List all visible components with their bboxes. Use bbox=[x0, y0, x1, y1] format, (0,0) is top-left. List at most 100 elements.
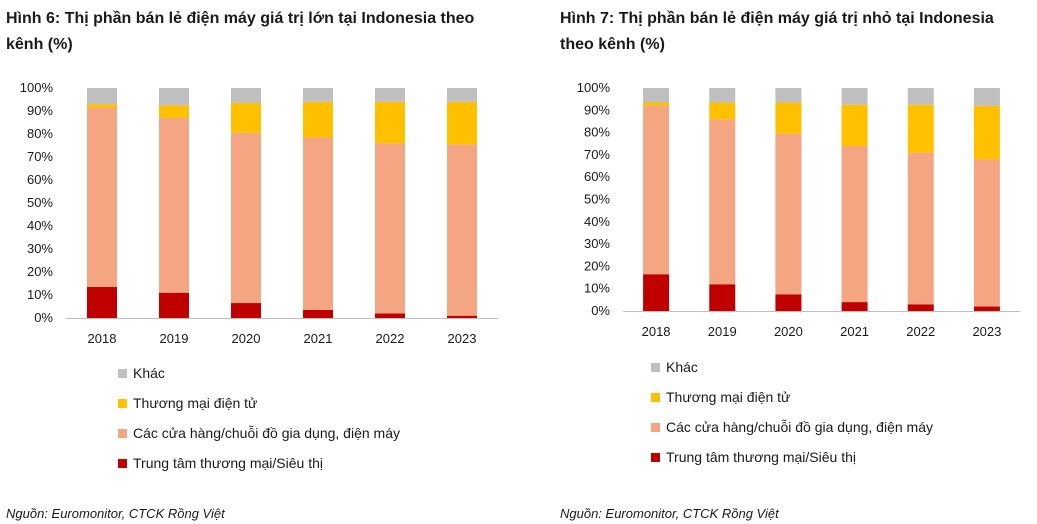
bar-segment bbox=[159, 88, 189, 106]
bar-segment bbox=[303, 101, 333, 138]
legend-label: Khác bbox=[133, 365, 165, 381]
chart-title: Hình 7: Thị phần bán lẻ điện máy giá trị… bbox=[560, 10, 994, 53]
legend-label: Thương mại điện tử bbox=[666, 389, 791, 405]
y-tick-label: 70% bbox=[584, 147, 610, 162]
source-note: Nguồn: Euromonitor, CTCK Rồng Việt bbox=[560, 506, 779, 521]
legend-swatch bbox=[118, 368, 127, 378]
y-tick-label: 20% bbox=[584, 258, 610, 273]
bar-segment bbox=[87, 107, 117, 287]
bar-segment bbox=[375, 143, 405, 314]
y-tick-label: 100% bbox=[20, 80, 54, 95]
stacked-bar-chart: 0% 10% 20% 30% 40% 50% 60% 70% 80% 90% 100% 2018 201… bbox=[577, 80, 1020, 339]
bar-segment bbox=[643, 88, 670, 103]
y-tick-label: 80% bbox=[27, 126, 53, 141]
legend-swatch bbox=[118, 398, 127, 408]
y-tick-label: 90% bbox=[27, 103, 53, 118]
legend-item: Thương mại điện tử bbox=[118, 388, 400, 418]
y-tick-label: 70% bbox=[27, 149, 53, 164]
x-tick-label: 2018 bbox=[88, 331, 117, 346]
bar-segment bbox=[159, 117, 189, 293]
bar-segment bbox=[447, 315, 477, 318]
legend-label: Trung tâm thương mại/Siêu thị bbox=[133, 455, 324, 471]
y-tick-label: 60% bbox=[584, 169, 610, 184]
bar-segment bbox=[303, 88, 333, 102]
x-tick-label: 2019 bbox=[708, 324, 737, 339]
source-note: Nguồn: Euromonitor, CTCK Rồng Việt bbox=[6, 506, 225, 521]
legend-swatch bbox=[651, 362, 660, 372]
legend-swatch bbox=[118, 428, 127, 438]
bar-segment bbox=[87, 286, 117, 318]
bar-segment bbox=[973, 88, 1000, 106]
chart-panel-2: Hình 7: Thị phần bán lẻ điện máy giá trị… bbox=[557, 0, 1037, 524]
bar-segment bbox=[87, 104, 117, 108]
legend-label: Trung tâm thương mại/Siêu thị bbox=[666, 449, 857, 465]
bar-segment bbox=[841, 104, 868, 146]
legend-label: Các cửa hàng/chuỗi đồ gia dụng, điện máy bbox=[133, 425, 400, 441]
bar-segment bbox=[907, 152, 934, 305]
bar-segment bbox=[973, 105, 1000, 160]
y-tick-label: 20% bbox=[27, 264, 53, 279]
bar-segment bbox=[907, 88, 934, 105]
y-tick-label: 40% bbox=[27, 218, 53, 233]
bar-segment bbox=[303, 309, 333, 318]
bar-segment bbox=[303, 137, 333, 310]
bar-segment bbox=[447, 88, 477, 102]
bar-segment bbox=[709, 88, 736, 103]
chart-panel-1: Hình 6: Thị phần bán lẻ điện máy giá trị… bbox=[6, 10, 498, 521]
y-tick-label: 60% bbox=[27, 172, 53, 187]
legend-item: Các cửa hàng/chuỗi đồ gia dụng, điện máy bbox=[118, 418, 400, 448]
legend-label: Khác bbox=[666, 359, 698, 375]
bar-segment bbox=[159, 105, 189, 118]
bar-segment bbox=[775, 88, 802, 103]
y-tick-label: 50% bbox=[27, 195, 53, 210]
legend-label: Các cửa hàng/chuỗi đồ gia dụng, điện máy bbox=[666, 419, 933, 435]
bar-segment bbox=[709, 102, 736, 120]
x-tick-label: 2023 bbox=[448, 331, 477, 346]
bar-segment bbox=[643, 105, 670, 275]
bar-segment bbox=[375, 313, 405, 318]
bar-segment bbox=[231, 102, 261, 133]
legend-item: Khác bbox=[651, 352, 933, 382]
bar-segment bbox=[775, 133, 802, 295]
bar-segment bbox=[643, 102, 670, 106]
chart-title: Hình 6: Thị phần bán lẻ điện máy giá trị… bbox=[6, 10, 475, 53]
x-tick-label: 2022 bbox=[906, 324, 935, 339]
bar-segment bbox=[375, 101, 405, 144]
bar-segment bbox=[447, 101, 477, 145]
x-tick-label: 2020 bbox=[774, 324, 803, 339]
x-tick-label: 2020 bbox=[232, 331, 261, 346]
legend-swatch bbox=[118, 458, 127, 468]
y-tick-label: 0% bbox=[591, 303, 610, 318]
y-tick-label: 10% bbox=[584, 281, 610, 296]
x-tick-label: 2021 bbox=[304, 331, 333, 346]
legend-item: Trung tâm thương mại/Siêu thị bbox=[118, 448, 400, 478]
bar-segment bbox=[907, 104, 934, 153]
bar-segment bbox=[231, 303, 261, 318]
bar-segment bbox=[643, 274, 670, 311]
x-tick-label: 2022 bbox=[376, 331, 405, 346]
bar-segment bbox=[709, 119, 736, 285]
legend-swatch bbox=[651, 452, 660, 462]
chart-legend: Khác Thương mại điện tử Các cửa hàng/chuỗi… bbox=[118, 358, 400, 478]
bar-segment bbox=[775, 102, 802, 134]
x-tick-label: 2019 bbox=[160, 331, 189, 346]
legend-item: Khác bbox=[118, 358, 400, 388]
y-tick-label: 0% bbox=[34, 310, 53, 325]
bar-segment bbox=[775, 294, 802, 311]
legend-swatch bbox=[651, 422, 660, 432]
legend-item: Các cửa hàng/chuỗi đồ gia dụng, điện máy bbox=[651, 412, 933, 442]
x-tick-label: 2021 bbox=[840, 324, 869, 339]
legend-item: Thương mại điện tử bbox=[651, 382, 933, 412]
stacked-bar-chart: 0% 10% 20% 30% 40% 50% 60% 70% 80% 90% 100% 2018 201… bbox=[20, 80, 498, 346]
y-tick-label: 40% bbox=[584, 214, 610, 229]
y-tick-label: 30% bbox=[584, 236, 610, 251]
y-tick-label: 10% bbox=[27, 287, 53, 302]
bar-segment bbox=[841, 302, 868, 311]
bar-segment bbox=[231, 88, 261, 103]
bar-segment bbox=[375, 88, 405, 102]
chart-legend: Khác Thương mại điện tử Các cửa hàng/chuỗi… bbox=[651, 352, 933, 472]
legend-swatch bbox=[651, 392, 660, 402]
y-tick-label: 30% bbox=[27, 241, 53, 256]
y-tick-label: 80% bbox=[584, 125, 610, 140]
x-tick-label: 2018 bbox=[642, 324, 671, 339]
